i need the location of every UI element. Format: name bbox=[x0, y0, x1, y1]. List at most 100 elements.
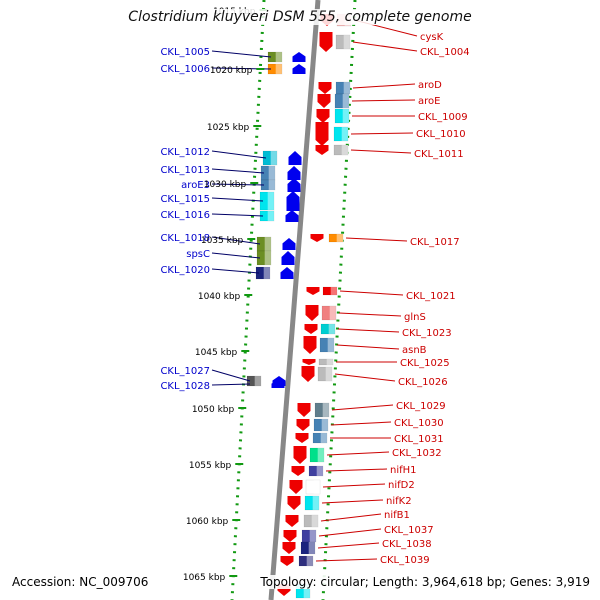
gene-box-forward-shade bbox=[341, 127, 348, 141]
gene-box-reverse bbox=[246, 375, 262, 387]
gene-label-forward: CKL_1039 bbox=[380, 555, 430, 566]
gene-box-forward-shade bbox=[306, 556, 313, 566]
gene-box-reverse-shade bbox=[254, 376, 261, 386]
gene-box-forward-shade bbox=[316, 466, 323, 476]
gene-label-reverse: CKL_1018 bbox=[160, 233, 210, 244]
gene-arrow-forward bbox=[280, 556, 294, 566]
scale-label: 1020 kbp bbox=[210, 66, 253, 76]
gene-arrow-forward bbox=[305, 305, 319, 321]
gene-box-forward bbox=[298, 555, 314, 567]
gene-box-forward-shade bbox=[326, 359, 333, 365]
scale-label: 1025 kbp bbox=[207, 123, 250, 133]
gene-label-reverse: CKL_1006 bbox=[160, 64, 210, 75]
gene-box-forward-shade bbox=[343, 82, 350, 94]
gene-arrow-forward bbox=[316, 109, 330, 123]
gene-arrow-forward bbox=[317, 94, 331, 108]
gene-box-reverse-shade bbox=[275, 64, 282, 74]
label-leader-line bbox=[211, 150, 267, 159]
gene-arrow-forward bbox=[293, 446, 307, 464]
label-leader-line bbox=[330, 421, 392, 426]
gene-label-forward: CKL_1030 bbox=[394, 418, 444, 429]
gene-arrow-reverse bbox=[288, 151, 302, 165]
genome-info-text: Topology: circular; Length: 3,964,618 bp… bbox=[258, 575, 592, 589]
backbone-line bbox=[268, 0, 321, 600]
label-leader-line bbox=[318, 528, 382, 537]
gene-box-forward bbox=[318, 358, 334, 366]
gene-arrow-forward bbox=[304, 324, 318, 334]
gene-arrow-reverse bbox=[285, 210, 299, 222]
gene-arrow-forward bbox=[315, 122, 329, 146]
gene-box-forward-shade bbox=[343, 35, 350, 49]
gene-box-forward bbox=[334, 93, 350, 109]
gene-label-reverse: CKL_1015 bbox=[160, 194, 210, 205]
scale-label: 1045 kbp bbox=[195, 348, 238, 358]
gene-box-forward-shade bbox=[328, 324, 335, 334]
label-leader-line bbox=[315, 558, 378, 562]
gene-box-forward-shade bbox=[325, 367, 332, 381]
gene-box-forward-shade bbox=[327, 338, 334, 352]
gene-box-forward-shade bbox=[309, 530, 316, 542]
gene-label-forward: CKL_1021 bbox=[406, 291, 456, 302]
gene-box-forward bbox=[305, 479, 321, 495]
gene-label-forward: cysK bbox=[420, 32, 444, 43]
gene-arrow-forward bbox=[282, 542, 296, 554]
gene-box-forward bbox=[308, 465, 324, 477]
gene-label-forward: nifK2 bbox=[386, 496, 412, 507]
label-leader-line bbox=[321, 499, 384, 504]
accession-text: Accession: NC_009706 bbox=[10, 575, 151, 589]
label-leader-line bbox=[337, 328, 400, 333]
gene-arrow-reverse bbox=[282, 238, 296, 250]
gene-label-reverse: CKL_1016 bbox=[160, 210, 210, 221]
gene-label-reverse: CKL_1027 bbox=[160, 366, 210, 377]
label-leader-line bbox=[325, 468, 388, 472]
gene-arrow-reverse bbox=[287, 166, 301, 180]
gene-arrow-forward bbox=[319, 32, 333, 52]
gene-box-forward-shade bbox=[320, 433, 327, 443]
gene-box-forward bbox=[334, 108, 350, 124]
label-leader-line bbox=[326, 451, 390, 456]
label-leader-line bbox=[320, 513, 382, 522]
gene-label-forward: CKL_1026 bbox=[398, 377, 448, 388]
gene-label-forward: asnB bbox=[402, 345, 427, 356]
gene-box-forward bbox=[322, 286, 338, 296]
label-leader-line bbox=[352, 41, 418, 52]
gene-label-forward: aroD bbox=[418, 80, 442, 91]
gene-box-forward bbox=[321, 305, 337, 321]
gene-label-forward: CKL_1025 bbox=[400, 358, 450, 369]
gene-label-forward: nifH1 bbox=[390, 465, 417, 476]
gene-box-reverse-shade bbox=[275, 52, 282, 62]
label-leader-line bbox=[211, 197, 264, 202]
label-leader-line bbox=[350, 149, 412, 154]
label-leader-line bbox=[351, 99, 416, 102]
gene-arrow-reverse bbox=[280, 267, 294, 279]
genome-backbone bbox=[268, 0, 321, 600]
gene-arrow-forward bbox=[297, 403, 311, 417]
map-title: Clostridium kluyveri DSM 555, complete g… bbox=[0, 9, 600, 25]
gene-box-forward-shade bbox=[311, 515, 318, 527]
gene-label-forward: nifB1 bbox=[384, 510, 410, 521]
gene-box-reverse-shade bbox=[268, 180, 275, 190]
gene-label-reverse: CKL_1012 bbox=[160, 147, 210, 158]
gene-label-forward: glnS bbox=[404, 312, 426, 323]
gene-arrow-forward bbox=[291, 466, 305, 476]
gene-box-forward bbox=[309, 447, 325, 463]
gene-features bbox=[246, 13, 352, 599]
gene-label-reverse: CKL_1028 bbox=[160, 381, 210, 392]
gene-arrow-forward bbox=[295, 433, 309, 443]
gene-label-forward: aroE bbox=[418, 96, 440, 107]
label-leader-line bbox=[211, 369, 251, 382]
gene-box-forward-shade bbox=[342, 109, 349, 123]
gene-arrow-forward bbox=[310, 234, 324, 242]
gene-labels: CKL_1005 CKL_1006 CKL_1012 CKL_1013 aroE3 CKL… bbox=[160, 32, 469, 566]
gene-arrow-reverse bbox=[286, 191, 300, 211]
gene-box-forward-shade bbox=[342, 94, 349, 108]
gene-label-forward: CKL_1031 bbox=[394, 434, 444, 445]
label-leader-line bbox=[345, 237, 408, 242]
gene-arrow-reverse bbox=[292, 64, 306, 74]
gene-box-forward bbox=[312, 432, 328, 444]
label-leader-line bbox=[211, 268, 260, 274]
gene-label-forward: CKL_1023 bbox=[402, 328, 452, 339]
gene-box-reverse-shade bbox=[263, 267, 270, 279]
